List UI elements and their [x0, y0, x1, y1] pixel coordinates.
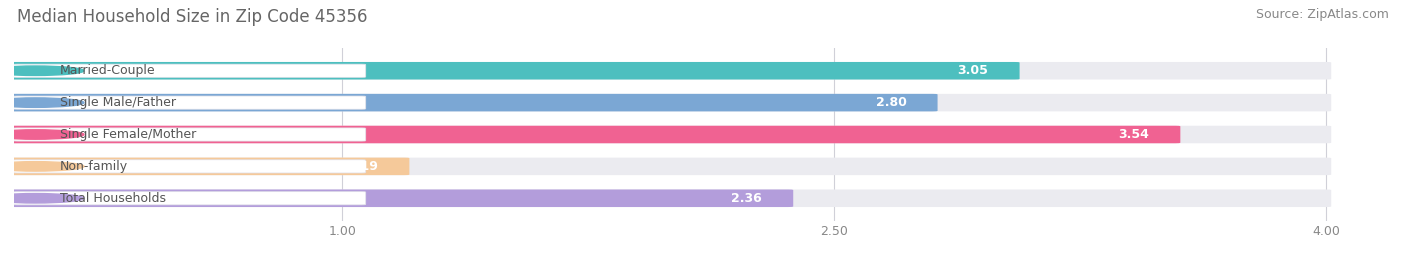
FancyBboxPatch shape [10, 189, 1331, 207]
FancyBboxPatch shape [10, 126, 1331, 143]
FancyBboxPatch shape [14, 64, 366, 77]
Text: Single Male/Father: Single Male/Father [60, 96, 176, 109]
FancyBboxPatch shape [10, 189, 793, 207]
Circle shape [0, 98, 84, 107]
Circle shape [0, 193, 84, 203]
Text: Median Household Size in Zip Code 45356: Median Household Size in Zip Code 45356 [17, 8, 367, 26]
FancyBboxPatch shape [10, 158, 1331, 175]
Circle shape [0, 66, 84, 76]
FancyBboxPatch shape [10, 126, 1180, 143]
Text: 2.80: 2.80 [876, 96, 907, 109]
Text: 2.36: 2.36 [731, 192, 762, 205]
Text: 3.54: 3.54 [1118, 128, 1149, 141]
Text: Source: ZipAtlas.com: Source: ZipAtlas.com [1256, 8, 1389, 21]
FancyBboxPatch shape [10, 62, 1019, 80]
Text: Non-family: Non-family [60, 160, 128, 173]
FancyBboxPatch shape [10, 158, 409, 175]
FancyBboxPatch shape [10, 62, 1331, 80]
Text: Total Households: Total Households [60, 192, 166, 205]
Text: Single Female/Mother: Single Female/Mother [60, 128, 197, 141]
FancyBboxPatch shape [14, 96, 366, 109]
FancyBboxPatch shape [10, 94, 1331, 111]
FancyBboxPatch shape [14, 128, 366, 141]
FancyBboxPatch shape [10, 94, 938, 111]
Text: 1.19: 1.19 [347, 160, 378, 173]
FancyBboxPatch shape [14, 192, 366, 205]
Text: 3.05: 3.05 [957, 64, 988, 77]
Circle shape [0, 130, 84, 139]
FancyBboxPatch shape [14, 160, 366, 173]
Text: Married-Couple: Married-Couple [60, 64, 156, 77]
Circle shape [0, 162, 84, 171]
